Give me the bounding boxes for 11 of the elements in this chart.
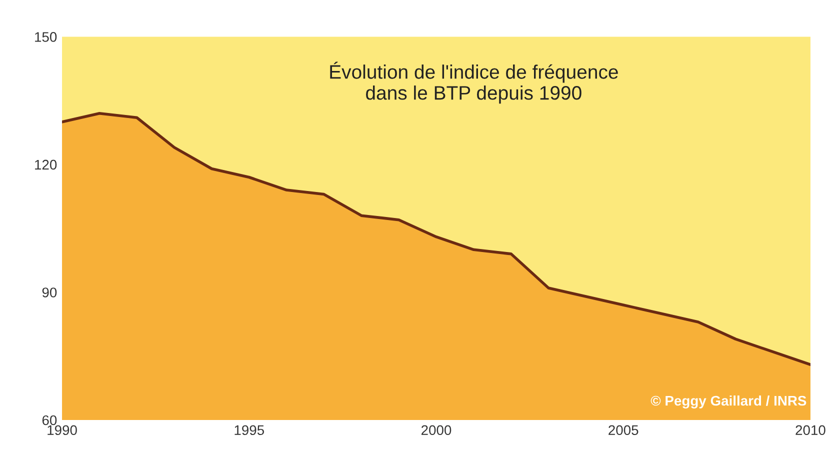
x-tick-label: 2005 [608,425,638,436]
y-tick-label: 60 [42,415,57,426]
y-tick-label: 90 [42,288,57,298]
annotation: © Peggy Gaillard / INRS [650,395,806,408]
x-tick-label: 1990 [48,425,77,436]
y-tick-label: 150 [35,32,57,42]
y-tick-label: 120 [35,160,57,170]
x-tick-label: 1995 [234,425,264,436]
x-tick-label: 2010 [796,425,826,436]
x-tick-label: 2000 [421,425,452,436]
text: Évolution de l'indice de fréquence dans le BTP depuis 1990 [330,62,618,104]
